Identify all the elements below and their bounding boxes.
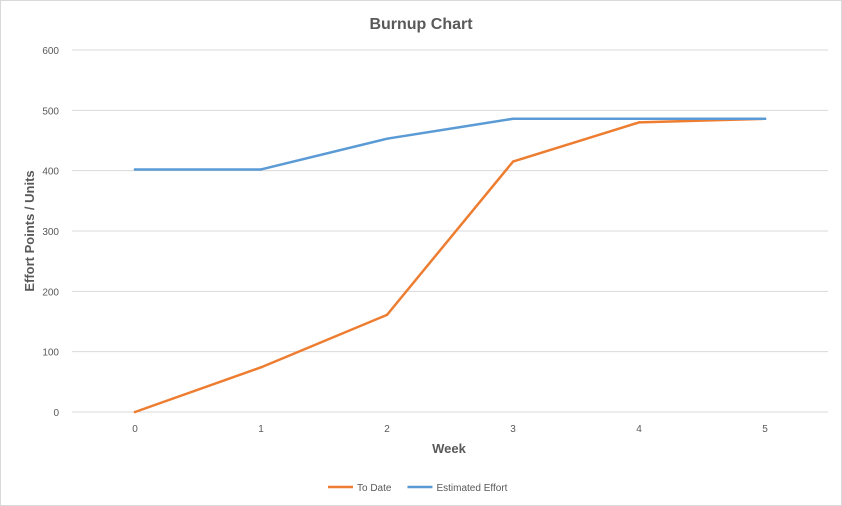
- x-tick-label: 1: [258, 424, 264, 435]
- series-line-estimated-effort: [133, 117, 767, 171]
- y-axis-title: Effort Points / Units: [22, 170, 37, 291]
- y-tick-label: 100: [42, 348, 59, 359]
- data-point: [385, 313, 389, 317]
- data-point: [637, 121, 641, 124]
- y-tick-label: 0: [53, 408, 59, 419]
- y-tick-label: 300: [42, 227, 59, 238]
- x-tick-label: 4: [636, 424, 642, 435]
- data-point: [511, 117, 515, 121]
- data-point: [259, 168, 263, 171]
- data-point: [637, 117, 641, 121]
- x-axis-tick-labels: 0 1 2 3 4 5: [132, 424, 768, 435]
- x-tick-label: 3: [510, 424, 516, 435]
- data-point: [385, 137, 389, 140]
- data-point: [763, 117, 767, 121]
- legend-label: Estimated Effort: [436, 483, 507, 494]
- data-point: [133, 168, 137, 171]
- y-tick-label: 400: [42, 167, 59, 178]
- grid-lines: [72, 49, 828, 413]
- y-tick-label: 200: [42, 287, 59, 298]
- series-lines: [133, 117, 767, 414]
- data-point: [133, 410, 137, 414]
- data-point: [511, 160, 515, 163]
- x-axis-title: Week: [432, 441, 466, 456]
- y-tick-label: 600: [42, 46, 59, 57]
- legend: To Date Estimated Effort: [328, 483, 508, 494]
- x-tick-label: 5: [762, 424, 768, 435]
- legend-label: To Date: [357, 483, 392, 494]
- chart-title: Burnup Chart: [369, 16, 473, 33]
- y-tick-label: 500: [42, 106, 59, 117]
- series-line-to-date: [133, 117, 767, 414]
- x-tick-label: 0: [132, 424, 138, 435]
- data-point: [259, 366, 263, 369]
- y-axis-tick-labels: 0 100 200 300 400 500 600: [42, 46, 59, 419]
- x-tick-label: 2: [384, 424, 390, 435]
